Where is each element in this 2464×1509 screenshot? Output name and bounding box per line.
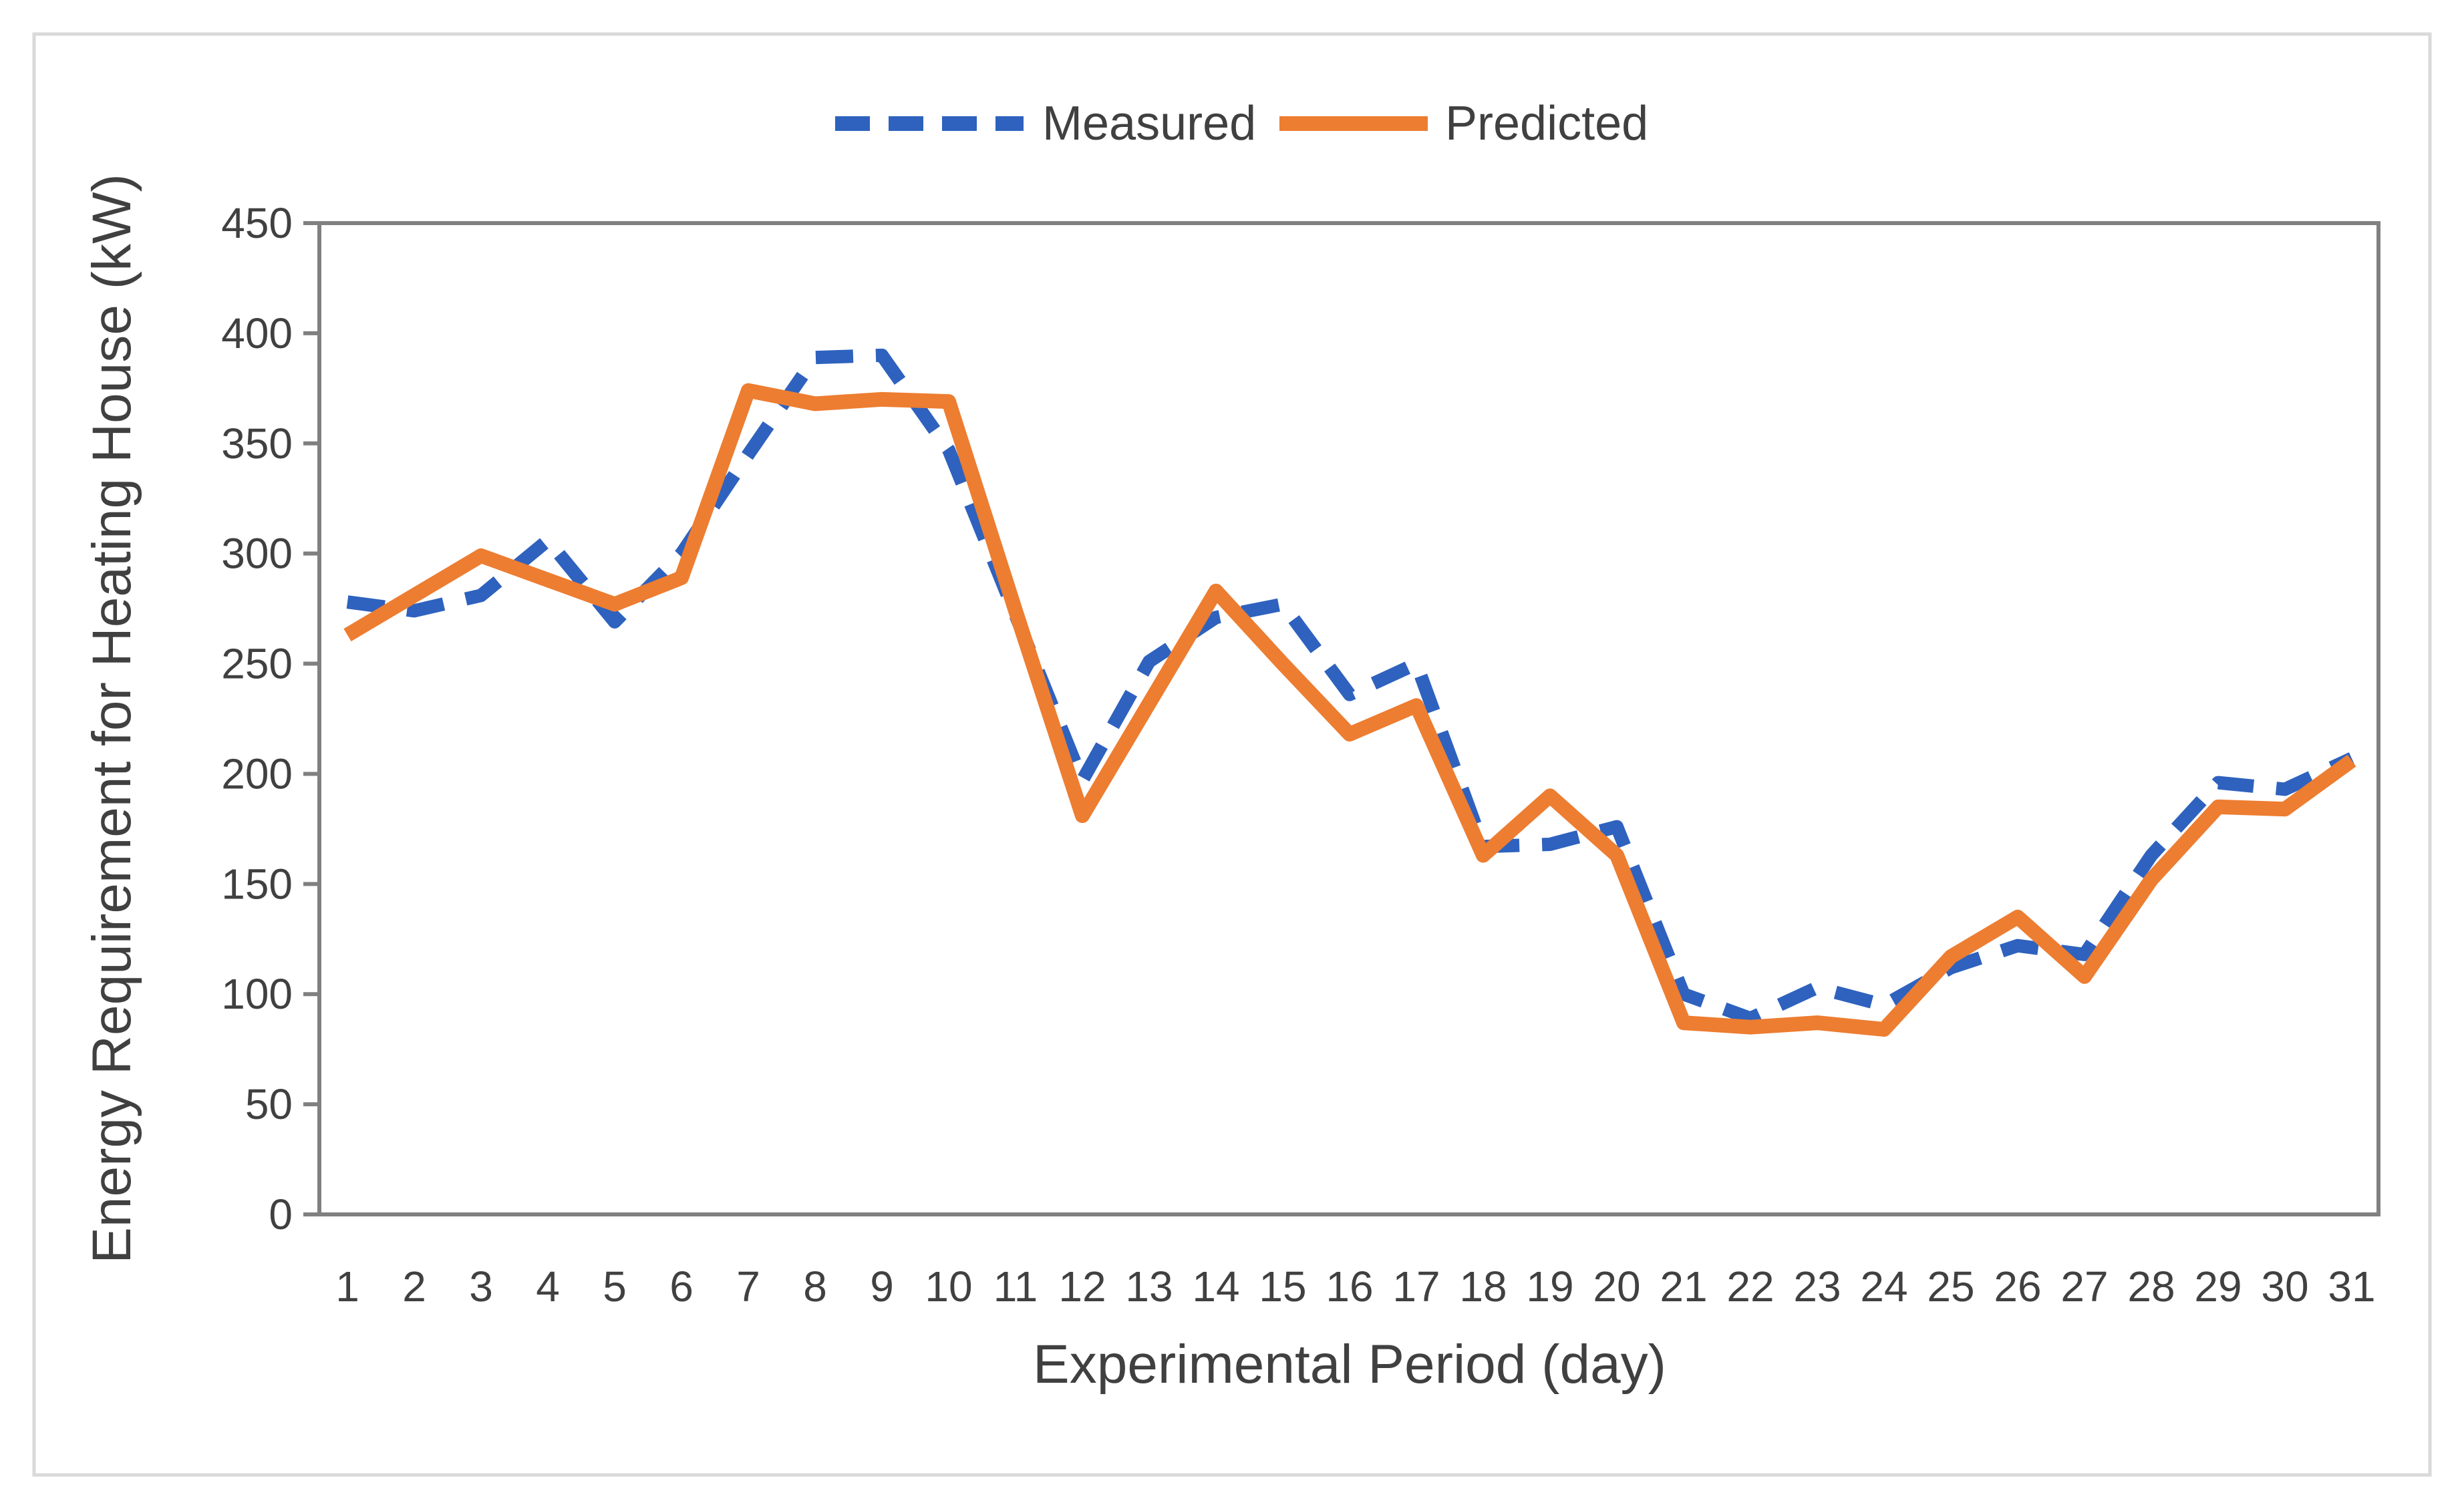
y-axis-tick-label: 300 — [221, 530, 293, 578]
y-axis-title: Energy Requirement for Heating House (kW… — [82, 174, 142, 1264]
y-axis-tick-label: 150 — [221, 860, 293, 908]
x-axis-tick-label: 2 — [402, 1263, 426, 1311]
y-axis-tick-label: 0 — [269, 1190, 293, 1238]
x-axis-tick-label: 21 — [1660, 1263, 1707, 1311]
y-axis-tick-label: 400 — [221, 309, 293, 357]
x-axis-tick-label: 1 — [335, 1263, 359, 1311]
x-axis-ticks: 1 2 3 4 5 6 7 8 9 10 11 12 13 14 15 16 17 18 19 20 21 22 23 24 2… — [335, 1263, 2375, 1311]
y-axis-tick-label: 50 — [245, 1080, 293, 1128]
x-axis-tick-label: 10 — [925, 1263, 972, 1311]
x-axis-tick-label: 25 — [1927, 1263, 1974, 1311]
x-axis-tick-label: 30 — [2261, 1263, 2308, 1311]
legend-measured-label: Measured — [1042, 97, 1256, 150]
x-axis-tick-label: 16 — [1326, 1263, 1373, 1311]
y-axis-tick-label: 450 — [221, 199, 293, 247]
figure-border — [32, 32, 2432, 1477]
legend: Measured Predicted — [835, 97, 1648, 150]
x-axis-title: Experimental Period (day) — [1033, 1334, 1666, 1395]
x-axis-tick-label: 13 — [1125, 1263, 1173, 1311]
x-axis-tick-label: 24 — [1860, 1263, 1907, 1311]
x-axis-tick-label: 27 — [2060, 1263, 2108, 1311]
x-axis-tick-label: 18 — [1459, 1263, 1507, 1311]
legend-predicted-label: Predicted — [1445, 97, 1648, 150]
x-axis-tick-label: 26 — [1994, 1263, 2041, 1311]
x-axis-tick-label: 5 — [603, 1263, 627, 1311]
x-axis-tick-label: 23 — [1793, 1263, 1841, 1311]
x-axis-tick-label: 20 — [1593, 1263, 1640, 1311]
x-axis-tick-label: 4 — [536, 1263, 560, 1311]
x-axis-tick-label: 29 — [2194, 1263, 2242, 1311]
x-axis-tick-label: 7 — [736, 1263, 760, 1311]
plot-area-border — [317, 221, 2380, 1216]
x-axis-tick-label: 19 — [1526, 1263, 1573, 1311]
x-axis-tick-label: 31 — [2328, 1263, 2375, 1311]
y-axis-ticks: 0 50 100 150 200 250 300 350 400 450 — [221, 199, 319, 1238]
x-axis-tick-label: 8 — [803, 1263, 827, 1311]
x-axis-tick-label: 22 — [1726, 1263, 1774, 1311]
series-lines — [343, 348, 2356, 1037]
x-axis-tick-label: 28 — [2127, 1263, 2175, 1311]
measured-line — [346, 348, 2355, 1025]
x-axis-tick-label: 12 — [1058, 1263, 1106, 1311]
predicted-line — [343, 383, 2356, 1037]
x-axis-tick-label: 11 — [993, 1263, 1038, 1311]
y-axis-tick-label: 350 — [221, 420, 293, 468]
y-axis-tick-label: 250 — [221, 640, 293, 688]
y-axis-tick-label: 100 — [221, 970, 293, 1018]
x-axis-tick-label: 15 — [1259, 1263, 1306, 1311]
x-axis-tick-label: 17 — [1392, 1263, 1440, 1311]
x-axis-tick-label: 14 — [1192, 1263, 1239, 1311]
x-axis-tick-label: 3 — [469, 1263, 493, 1311]
x-axis-tick-label: 9 — [870, 1263, 894, 1311]
x-axis-tick-label: 6 — [669, 1263, 694, 1311]
y-axis-tick-label: 200 — [221, 749, 293, 798]
